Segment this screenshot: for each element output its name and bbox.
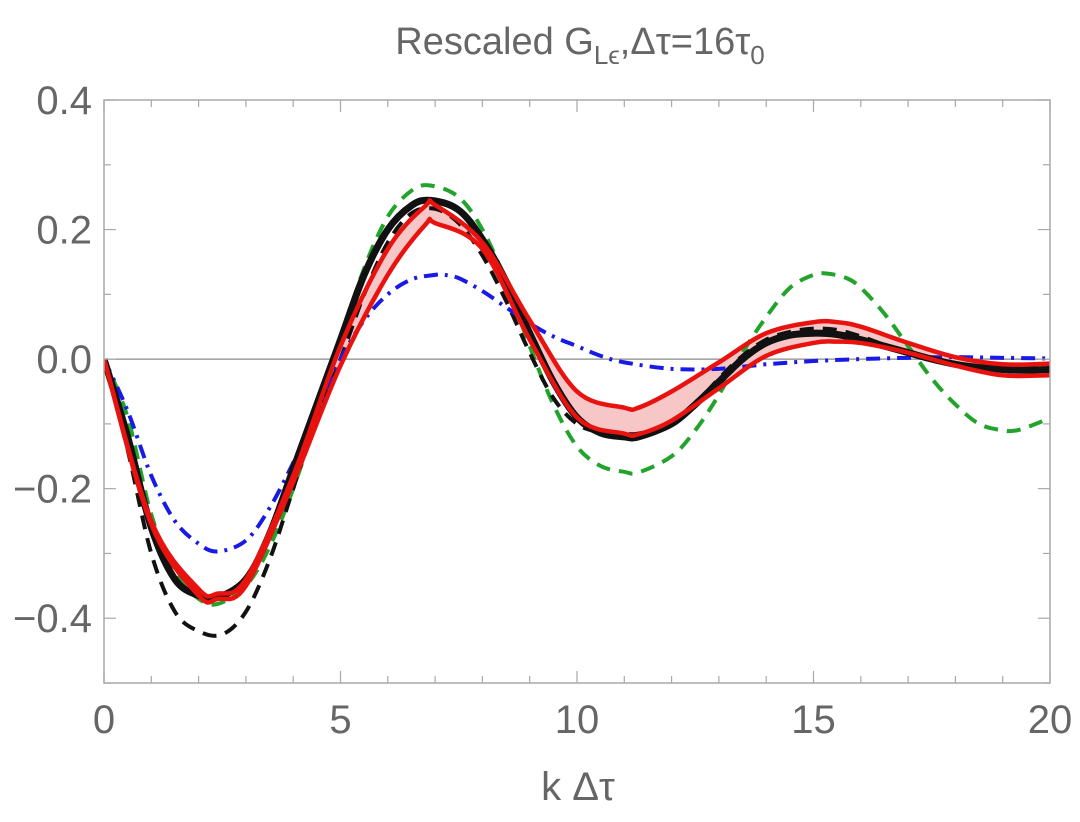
x-axis-label: k Δτ	[541, 765, 615, 809]
title-prefix: Rescaled G	[395, 21, 594, 63]
x-tick-label: 5	[329, 698, 351, 742]
x-tick-label: 0	[93, 698, 115, 742]
series-black-dashed	[104, 206, 1050, 638]
y-tick-label: −0.2	[13, 468, 92, 512]
x-tick-label: 15	[791, 698, 836, 742]
red-band-fill	[104, 200, 1050, 603]
series-red-upper	[104, 197, 1050, 599]
title-suffix-subscript: 0	[750, 40, 764, 70]
chart-title: Rescaled GLϵ,Δτ=16τ0	[395, 21, 764, 70]
y-tick-label: 0.0	[36, 338, 92, 382]
series-blue-dash-dot	[104, 272, 1050, 554]
title-middle: ,Δτ=16τ	[620, 21, 750, 63]
plot-area	[104, 183, 1050, 638]
y-tick-label: −0.4	[13, 597, 92, 641]
axes: 0 5 10 15 20 0.4 0.2 0.0 −0.2 −0.4	[13, 79, 1072, 742]
series-red-lower	[104, 216, 1050, 605]
x-tick-label: 10	[555, 698, 600, 742]
y-tick-label: 0.2	[36, 209, 92, 253]
y-tick-label: 0.4	[36, 79, 92, 123]
title-subscript: Lϵ	[594, 40, 620, 70]
x-tick-label: 20	[1028, 698, 1073, 742]
